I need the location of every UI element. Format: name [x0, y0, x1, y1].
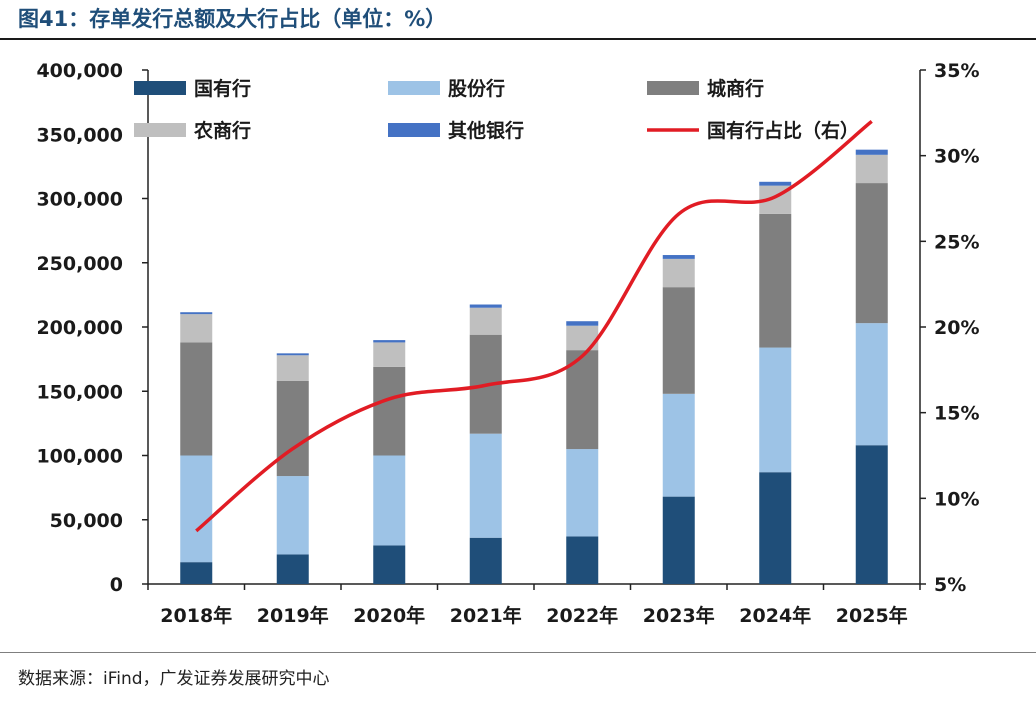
x-tick-label: 2024年 [739, 604, 811, 627]
x-tick-label: 2021年 [450, 604, 522, 627]
bar-segment [373, 366, 406, 456]
legend-label: 农商行 [193, 119, 251, 142]
left-tick-label: 150,000 [36, 381, 123, 403]
bar-segment [662, 258, 695, 288]
bar-segment [276, 355, 309, 381]
bar-segment [469, 433, 502, 538]
bar-segment [276, 554, 309, 584]
left-tick-label: 350,000 [36, 124, 123, 146]
bar-segment [276, 353, 309, 356]
bar-segment [469, 307, 502, 335]
left-tick-label: 250,000 [36, 253, 123, 275]
x-tick-label: 2019年 [257, 604, 329, 627]
source-note: 数据来源：iFind，广发证券发展研究中心 [18, 669, 330, 689]
bar-segment [855, 183, 888, 324]
left-tick-label: 0 [110, 574, 123, 596]
bar-segment [180, 562, 213, 584]
right-tick-label: 30% [934, 146, 979, 168]
bar-segment [566, 321, 599, 326]
legend-label: 国有行占比（右） [707, 119, 859, 142]
bar-segment [373, 545, 406, 584]
share-line [195, 120, 873, 533]
bar-segment [759, 347, 792, 473]
bar-segment [759, 213, 792, 348]
bar-segment [759, 181, 792, 186]
bar-segment [276, 476, 309, 555]
bar-stacks [180, 149, 888, 584]
legend-swatch [647, 81, 699, 95]
left-tick-label: 100,000 [36, 446, 123, 468]
bar-segment [566, 536, 599, 584]
bar-segment [855, 154, 888, 184]
bar-segment [180, 342, 213, 456]
share-line-path [195, 120, 873, 533]
left-tick-label: 200,000 [36, 317, 123, 339]
legend-swatch [134, 81, 186, 95]
left-tick-label: 400,000 [36, 60, 123, 82]
bar-segment [373, 342, 406, 367]
x-tick-label: 2018年 [160, 604, 232, 627]
chart-title: 图41：存单发行总额及大行占比（单位：%） [18, 7, 447, 31]
bar-segment [566, 449, 599, 537]
bar-segment [180, 312, 213, 315]
bar-segment [855, 323, 888, 446]
bar-segment [855, 445, 888, 584]
bar-segment [855, 149, 888, 155]
bar-segment [662, 255, 695, 259]
bar-segment [373, 455, 406, 546]
bar-segment [469, 304, 502, 308]
bar-segment [180, 455, 213, 563]
legend-label: 股份行 [448, 77, 505, 100]
bar-segment [759, 472, 792, 584]
x-tick-label: 2025年 [836, 604, 908, 627]
right-tick-label: 20% [934, 317, 979, 339]
bar-segment [662, 496, 695, 584]
title-divider [0, 38, 1036, 40]
bar-segment [662, 287, 695, 394]
legend-swatch [388, 81, 440, 95]
x-tick-label: 2023年 [643, 604, 715, 627]
right-tick-label: 10% [934, 488, 979, 510]
left-tick-label: 50,000 [50, 510, 123, 532]
stacked-bar-line-chart: 0 50,000 100,000 150,000 200,000 250,000 300,0… [36, 60, 979, 627]
right-tick-label: 5% [934, 574, 966, 596]
bar-segment [180, 314, 213, 343]
right-tick-label: 15% [934, 403, 979, 425]
legend-label: 城商行 [707, 77, 764, 100]
footer-divider [0, 652, 1036, 653]
legend-swatch [134, 123, 186, 137]
x-tick-label: 2020年 [353, 604, 425, 627]
bar-segment [662, 393, 695, 497]
bar-segment [469, 537, 502, 584]
bar-segment [373, 340, 406, 343]
legend-label: 国有行 [194, 77, 251, 100]
x-tick-label: 2022年 [546, 604, 618, 627]
right-tick-label: 25% [934, 231, 979, 253]
legend-swatch [388, 123, 440, 137]
bar-segment [566, 350, 599, 450]
chart-axes: 0 50,000 100,000 150,000 200,000 250,000 300,0… [36, 60, 979, 627]
bar-segment [276, 380, 309, 477]
right-tick-label: 35% [934, 60, 979, 82]
legend-label: 其他银行 [448, 119, 524, 142]
left-tick-label: 300,000 [36, 189, 123, 211]
